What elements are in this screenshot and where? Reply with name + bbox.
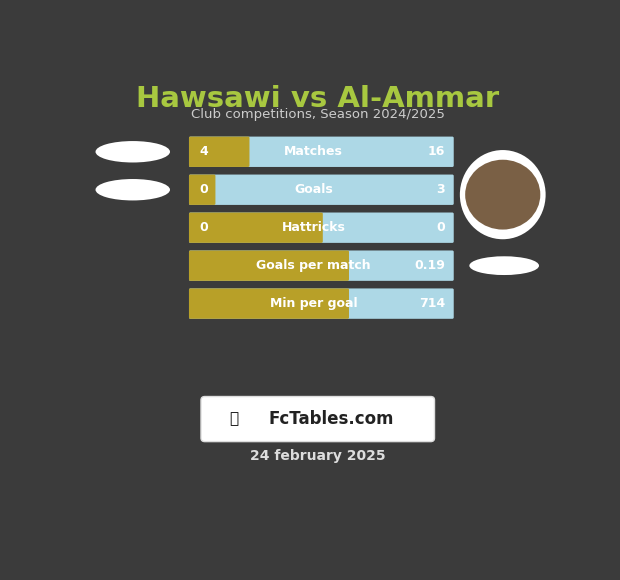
Ellipse shape xyxy=(460,150,546,240)
Circle shape xyxy=(465,160,540,230)
Text: Goals: Goals xyxy=(294,183,333,196)
Text: FcTables.com: FcTables.com xyxy=(268,410,394,428)
Text: 0: 0 xyxy=(199,183,208,196)
Text: 3: 3 xyxy=(436,183,445,196)
Text: 📊: 📊 xyxy=(229,412,238,426)
Ellipse shape xyxy=(95,141,170,162)
FancyBboxPatch shape xyxy=(201,397,435,441)
Text: 4: 4 xyxy=(199,145,208,158)
Text: Min per goal: Min per goal xyxy=(270,297,357,310)
Ellipse shape xyxy=(95,179,170,201)
Text: 0.19: 0.19 xyxy=(414,259,445,272)
FancyBboxPatch shape xyxy=(189,212,454,243)
Text: Matches: Matches xyxy=(284,145,343,158)
FancyBboxPatch shape xyxy=(189,212,323,243)
FancyBboxPatch shape xyxy=(189,251,454,281)
Text: 0: 0 xyxy=(436,221,445,234)
FancyBboxPatch shape xyxy=(189,288,454,319)
Text: Goals per match: Goals per match xyxy=(256,259,371,272)
FancyBboxPatch shape xyxy=(189,175,454,205)
Text: 0: 0 xyxy=(199,221,208,234)
Text: 24 february 2025: 24 february 2025 xyxy=(250,449,386,463)
FancyBboxPatch shape xyxy=(189,136,249,167)
FancyBboxPatch shape xyxy=(189,251,349,281)
FancyBboxPatch shape xyxy=(189,288,349,319)
Ellipse shape xyxy=(469,256,539,275)
FancyBboxPatch shape xyxy=(189,175,215,205)
Text: 16: 16 xyxy=(428,145,445,158)
Text: 714: 714 xyxy=(419,297,445,310)
Text: Hattricks: Hattricks xyxy=(281,221,345,234)
Text: Club competitions, Season 2024/2025: Club competitions, Season 2024/2025 xyxy=(191,107,445,121)
FancyBboxPatch shape xyxy=(189,136,454,167)
Text: Hawsawi vs Al-Ammar: Hawsawi vs Al-Ammar xyxy=(136,85,499,113)
